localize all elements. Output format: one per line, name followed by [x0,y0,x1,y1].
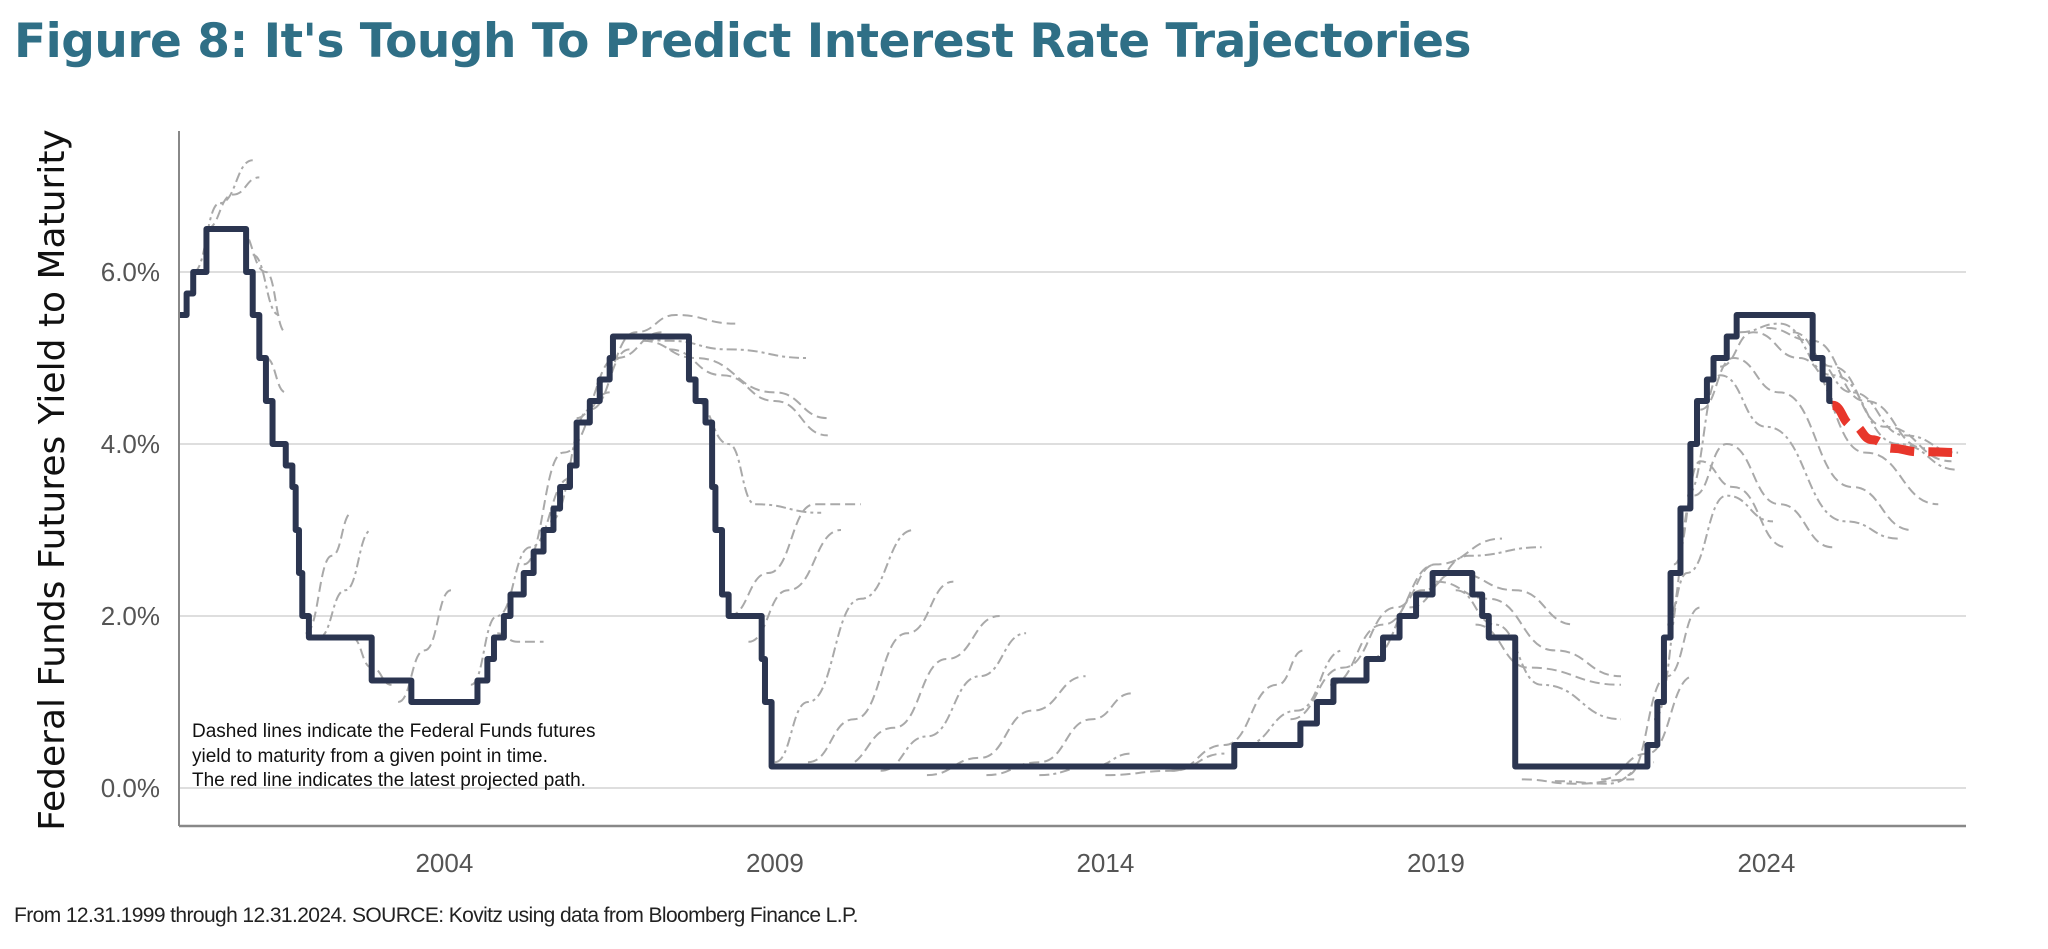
futures-curve [523,391,610,566]
futures-curve [305,511,353,635]
futures-curve [1171,649,1304,772]
futures-curve [397,589,452,703]
x-tick-label: 2019 [1407,848,1465,878]
y-tick-label: 4.0% [101,429,160,459]
annotation-line-2: yield to maturity from a given point in … [192,746,548,767]
annotation-line-1: Dashed lines indicate the Federal Funds … [192,721,595,742]
futures-curve [669,348,828,437]
x-tick-label: 2014 [1076,848,1134,878]
y-axis-label: Federal Funds Futures Yield to Maturity [32,129,73,830]
futures-curve [728,503,861,617]
fed-funds-series [180,226,1833,770]
figure-title: Figure 8: It's Tough To Predict Interest… [14,14,1472,69]
x-tick-label: 2004 [415,848,473,878]
futures-curve [642,339,828,420]
futures-curve [774,529,914,764]
y-tick-label: 0.0% [101,773,160,803]
x-tick-labels: 2004 2009 2014 2019 2024 [415,848,1795,878]
futures-curve [1455,589,1621,721]
futures-curve [206,176,260,230]
x-tick-label: 2009 [746,848,804,878]
futures-curve [1475,623,1621,686]
y-tick-label: 2.0% [101,601,160,631]
futures-curve [926,675,1086,777]
futures-curve [1601,675,1694,781]
futures-curve [880,632,1027,772]
futures-curve [1290,563,1437,721]
y-tick-labels: 0.0% 2.0% 4.0% 6.0% [101,257,160,803]
futures-curve [1812,357,1959,454]
gridlines [179,271,1966,789]
y-tick-label: 6.0% [101,257,160,287]
fed-funds-rate-line [180,226,1833,770]
futures-curve [318,529,373,639]
futures-curve [1521,778,1635,785]
futures-curve [252,253,280,316]
futures-curve [1244,649,1344,746]
annotation-line-3: The red line indicates the latest projec… [192,770,586,791]
futures-curve [986,692,1132,777]
futures-curve [1330,537,1503,686]
futures-curve [470,477,571,686]
futures-curve [840,615,1000,768]
futures-curve [1739,322,1959,471]
futures-curve [1435,580,1621,678]
futures-curve [807,580,954,764]
futures-curve [239,228,287,334]
futures-curve [1653,494,1774,721]
futures-curve [1686,374,1899,540]
source-footer: From 12.31.1999 through 12.31.2024. SOUR… [14,904,858,927]
futures-curve [1719,331,1939,506]
futures-curve [1673,460,1787,566]
futures-curve [622,335,808,359]
axes [178,131,1966,828]
futures-curve [596,313,736,385]
x-tick-label: 2024 [1737,848,1795,878]
